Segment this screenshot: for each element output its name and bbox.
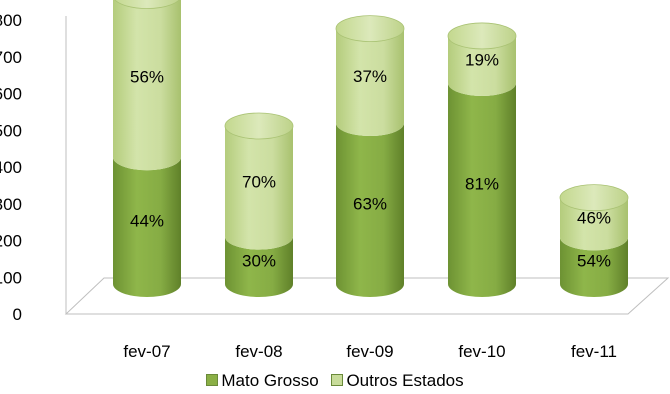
bar-segment-outros-estados — [448, 35, 516, 96]
x-tick-label: fev-09 — [346, 342, 393, 361]
bar-segment-mato-grosso — [336, 123, 404, 297]
data-label-outros-estados: 37% — [353, 67, 387, 86]
y-tick-label: 500 — [0, 121, 22, 140]
cylinder-top-cap — [335, 15, 405, 42]
bar-segment-outros-estados — [560, 197, 628, 251]
data-labels: 44% 56% 30% 70% 63% 37% 81% 19% 54% 46% — [130, 50, 611, 270]
data-label-outros-estados: 56% — [130, 67, 164, 86]
data-label-mato-grosso: 81% — [465, 174, 499, 193]
legend-item-mato-grosso: Mato Grosso — [206, 371, 319, 391]
x-tick-label: fev-07 — [123, 342, 170, 361]
x-tick-label: fev-08 — [235, 342, 282, 361]
bar-segment-mato-grosso — [560, 237, 628, 297]
bar-segment-mato-grosso — [113, 157, 181, 297]
data-label-mato-grosso: 30% — [242, 251, 276, 270]
cylinder-top-cap — [559, 184, 629, 212]
cylinder-top-cap — [114, 0, 180, 9]
bar-segment-mato-grosso — [448, 82, 516, 297]
y-tick-label: 200 — [0, 232, 22, 251]
bar-segment-outros-estados — [225, 125, 293, 250]
data-label-outros-estados: 70% — [242, 172, 276, 191]
legend-swatch-mato-grosso — [206, 374, 219, 386]
legend-label-mato-grosso: Mato Grosso — [221, 371, 319, 390]
y-tick-label: 100 — [0, 268, 22, 287]
data-label-mato-grosso: 63% — [353, 195, 387, 214]
data-label-outros-estados: 19% — [465, 50, 499, 69]
y-tick-label: 0 — [13, 305, 22, 324]
data-label-outros-estados: 46% — [577, 208, 611, 227]
y-tick-label: 600 — [0, 85, 22, 104]
cylinder-fev-07 — [113, 0, 181, 297]
legend-label-outros-estados: Outros Estados — [346, 371, 464, 390]
y-tick-label: 700 — [0, 48, 22, 67]
x-tick-label: fev-11 — [571, 342, 617, 361]
data-label-mato-grosso: 44% — [130, 212, 164, 231]
bar-segment-mato-grosso — [225, 236, 293, 297]
cylinder-top-cap — [447, 22, 517, 50]
cylinder-fev-11 — [559, 184, 629, 297]
bars — [113, 0, 629, 297]
x-tick-label: fev-10 — [458, 342, 505, 361]
legend-swatch-outros-estados — [331, 374, 344, 386]
axes: 0 100 200 300 400 500 600 700 800 fev-07 fev-08 fev… — [0, 11, 670, 361]
y-tick-label: 400 — [0, 158, 22, 177]
legend-item-outros-estados: Outros Estados — [331, 371, 464, 391]
bar-segment-outros-estados — [336, 28, 404, 137]
y-tick-label: 300 — [0, 195, 22, 214]
data-label-mato-grosso: 54% — [577, 252, 611, 271]
cylinder-fev-09 — [335, 15, 405, 297]
cylinder-top-cap — [224, 112, 294, 140]
legend: Mato Grosso Outros Estados — [0, 371, 670, 391]
cylinder-fev-08 — [224, 112, 294, 297]
y-tick-label: 800 — [0, 11, 22, 30]
cylinder-fev-10 — [447, 22, 517, 297]
bar-segment-outros-estados — [113, 0, 181, 171]
